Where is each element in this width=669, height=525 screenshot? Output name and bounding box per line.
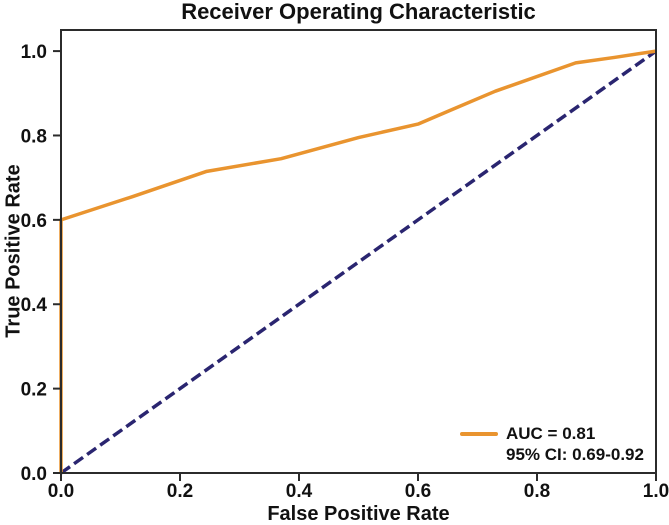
chart-title: Receiver Operating Characteristic xyxy=(181,0,536,24)
x-tick-label: 0.4 xyxy=(286,481,313,502)
y-tick-label: 1.0 xyxy=(21,42,47,63)
legend-text: AUC = 0.81 95% CI: 0.69-0.92 xyxy=(506,423,644,465)
roc-curve xyxy=(59,49,657,473)
x-tick-label: 1.0 xyxy=(643,481,669,502)
y-tick-label: 0.4 xyxy=(21,295,48,316)
legend-ci-label: 95% CI: 0.69-0.92 xyxy=(506,445,644,464)
y-tick-label: 0.8 xyxy=(21,126,47,147)
y-tick-label: 0.0 xyxy=(21,464,47,485)
x-tick-label: 0.6 xyxy=(405,481,431,502)
x-tick-label: 0.0 xyxy=(48,481,74,502)
legend-auc-label: AUC = 0.81 xyxy=(506,424,596,443)
auc-line-swatch xyxy=(460,432,498,436)
plot-border xyxy=(60,29,657,474)
x-tick-label: 0.2 xyxy=(167,481,193,502)
y-tick-label: 0.2 xyxy=(21,380,47,401)
chance-diagonal xyxy=(59,49,658,475)
legend: AUC = 0.81 95% CI: 0.69-0.92 xyxy=(460,423,644,465)
x-axis-label: False Positive Rate xyxy=(267,503,450,525)
y-tick-label: 0.6 xyxy=(21,211,47,232)
x-tick-label: 0.8 xyxy=(524,481,550,502)
